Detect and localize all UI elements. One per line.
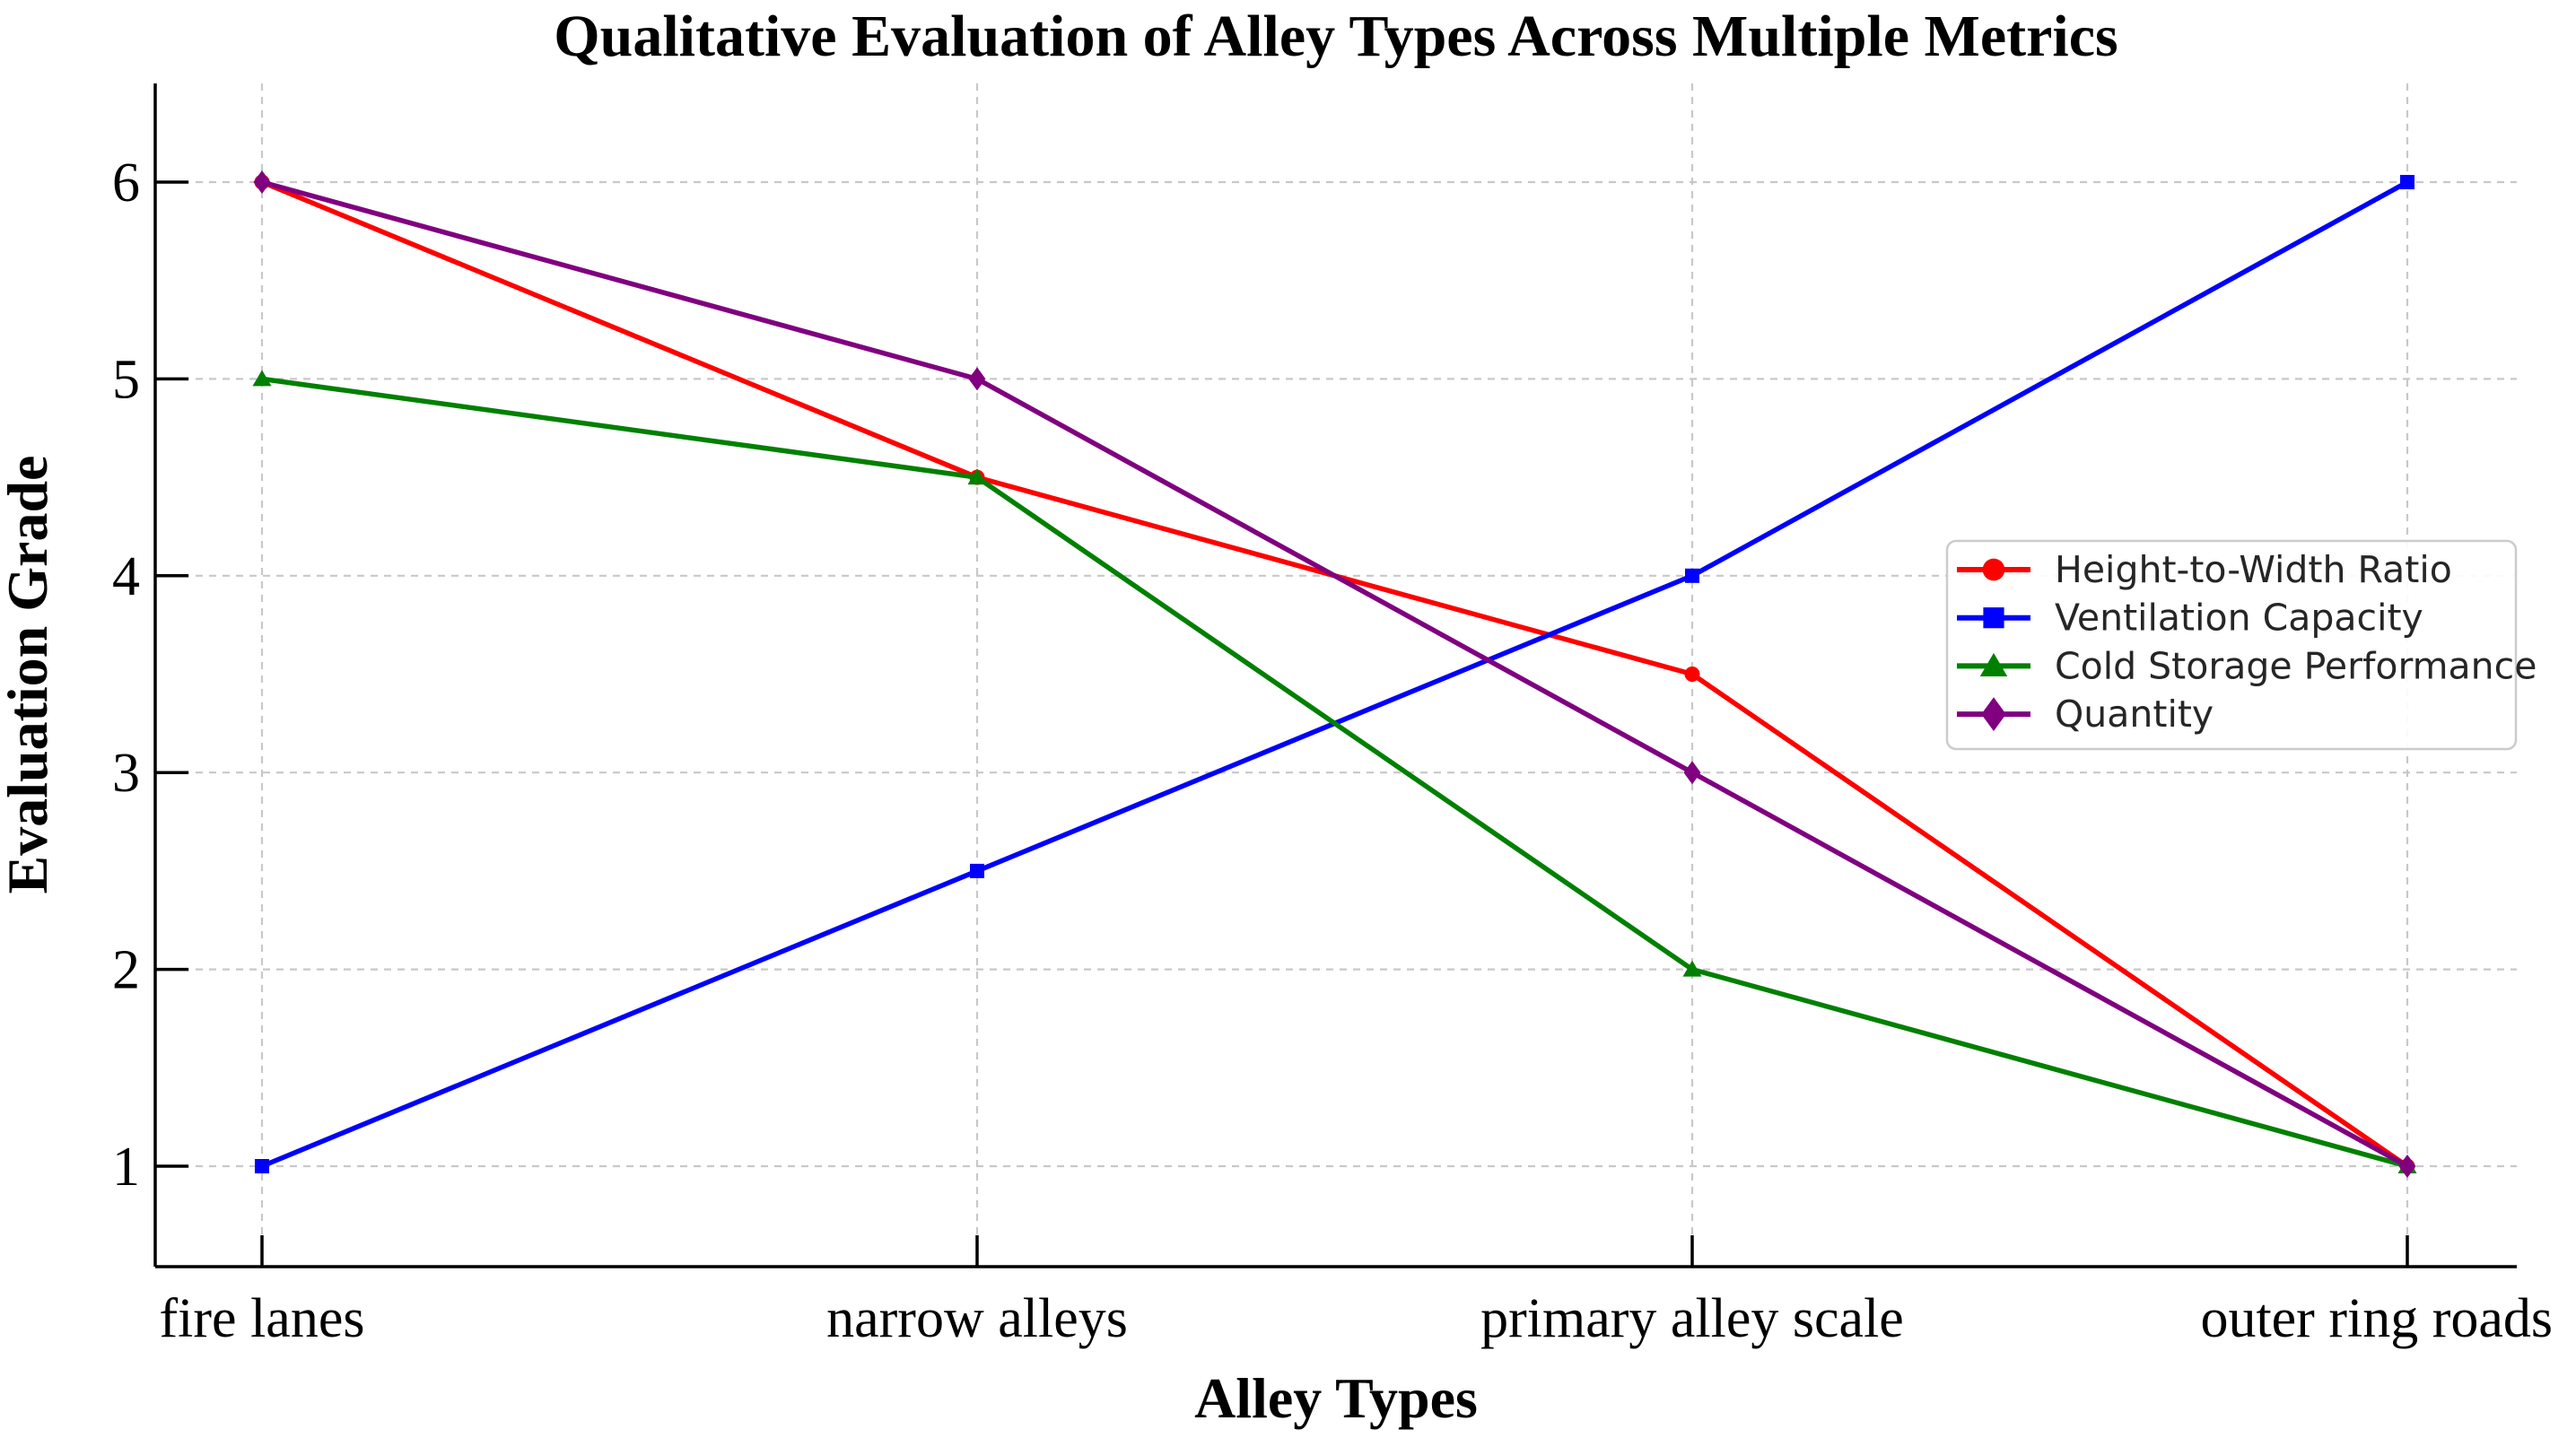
x-tick-label: primary alley scale bbox=[1480, 1288, 1904, 1349]
data-point-marker-triangle bbox=[1682, 960, 1702, 977]
x-axis-label: Alley Types bbox=[1194, 1366, 1478, 1430]
legend-label: Quantity bbox=[2055, 693, 2214, 736]
data-point-marker-diamond bbox=[1683, 761, 1701, 785]
y-tick-label: 3 bbox=[112, 743, 140, 804]
data-point-marker-square bbox=[2400, 175, 2414, 189]
tick-label-layer: 1 2 3 4 5 6 fire lanes narrow alleys primary all… bbox=[112, 153, 2553, 1349]
series-line bbox=[261, 376, 2408, 1169]
data-point-marker-circle bbox=[1684, 667, 1700, 682]
legend-item: Quantity bbox=[1957, 693, 2214, 736]
data-point-marker-square bbox=[970, 863, 984, 878]
legend-label: Height-to-Width Ratio bbox=[2055, 548, 2452, 591]
legend-label: Cold Storage Performance bbox=[2055, 644, 2537, 687]
series-layer bbox=[252, 170, 2417, 1178]
data-point-marker-square bbox=[1983, 607, 2004, 629]
data-point-marker-diamond bbox=[2398, 1155, 2416, 1178]
y-tick-label: 5 bbox=[112, 349, 140, 410]
axes-layer bbox=[153, 83, 2517, 1268]
data-point-marker-triangle bbox=[1979, 652, 2008, 676]
chart-title: Qualitative Evaluation of Alley Types Ac… bbox=[554, 4, 2118, 69]
y-axis-label: Evaluation Grade bbox=[0, 456, 59, 894]
data-point-marker-diamond bbox=[253, 170, 271, 194]
legend: Height-to-Width Ratio Ventilation Capacit… bbox=[1945, 539, 2537, 751]
data-point-marker-circle bbox=[1982, 558, 2005, 581]
y-tick-label: 6 bbox=[112, 153, 140, 214]
data-point-marker-diamond bbox=[968, 367, 986, 391]
legend-item: Height-to-Width Ratio bbox=[1957, 548, 2452, 591]
legend-label: Ventilation Capacity bbox=[2055, 597, 2423, 640]
data-point-marker-square bbox=[1685, 568, 1699, 583]
x-tick-label: narrow alleys bbox=[826, 1288, 1128, 1349]
data-point-marker-triangle bbox=[252, 370, 272, 387]
x-tick-label: outer ring roads bbox=[2200, 1288, 2553, 1349]
data-point-marker-square bbox=[255, 1159, 269, 1173]
legend-item: Ventilation Capacity bbox=[1957, 597, 2423, 640]
data-point-marker-diamond bbox=[1981, 697, 2006, 731]
y-tick-label: 1 bbox=[112, 1137, 140, 1198]
series-line bbox=[261, 179, 2409, 1169]
x-tick-label: fire lanes bbox=[160, 1288, 365, 1349]
legend-frame bbox=[1945, 539, 2518, 751]
data-point-marker-triangle bbox=[967, 468, 987, 485]
legend-item: Cold Storage Performance bbox=[1957, 644, 2537, 687]
y-tick-label: 4 bbox=[112, 546, 140, 607]
y-tick-label: 2 bbox=[112, 940, 140, 1001]
